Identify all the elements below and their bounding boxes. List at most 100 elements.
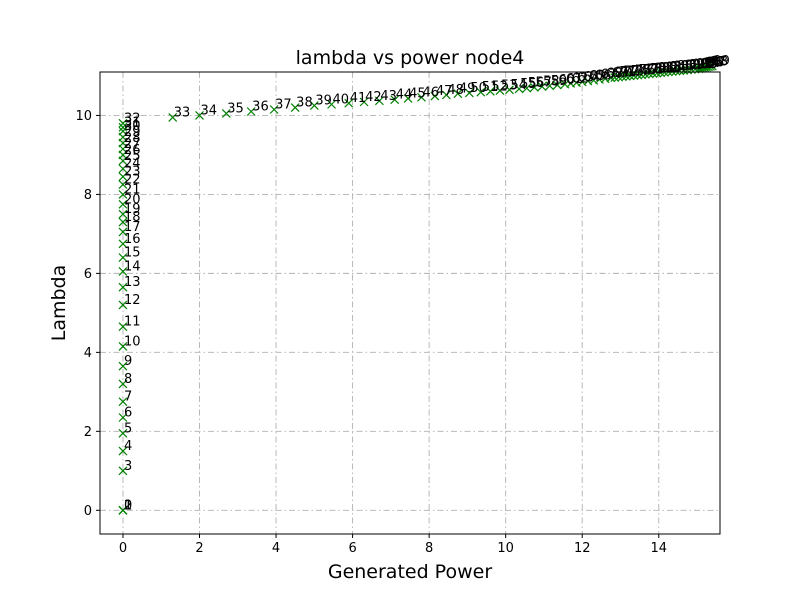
- marker-stroke: [441, 90, 451, 100]
- x-tick-label: 14: [650, 541, 667, 556]
- point-label: 26: [124, 143, 141, 158]
- point-label: 40: [333, 92, 350, 107]
- marker-stroke: [577, 77, 587, 87]
- marker-stroke: [529, 82, 539, 92]
- marker-stroke: [683, 65, 692, 75]
- plot-frame: [99, 71, 721, 535]
- marker-stroke: [595, 75, 604, 84]
- marker-stroke: [118, 413, 128, 422]
- data-point: [118, 253, 128, 263]
- marker-stroke: [505, 85, 514, 95]
- point-label: 95: [706, 56, 723, 71]
- marker-stroke: [118, 118, 128, 128]
- marker-stroke: [610, 73, 620, 82]
- point-label: 48: [447, 83, 464, 98]
- marker-stroke: [118, 122, 128, 132]
- point-label: 50: [470, 81, 487, 96]
- marker-stroke: [118, 172, 128, 182]
- data-point: [118, 282, 128, 292]
- marker-stroke: [118, 209, 128, 219]
- marker-stroke: [495, 86, 505, 95]
- point-label: 33: [174, 105, 191, 120]
- marker-stroke: [118, 300, 128, 310]
- data-point: [118, 239, 128, 249]
- marker-stroke: [195, 111, 204, 120]
- marker-stroke: [706, 62, 715, 71]
- data-point: [118, 413, 128, 422]
- marker-stroke: [545, 81, 555, 91]
- marker-stroke: [269, 105, 279, 114]
- point-label: 54: [511, 78, 528, 93]
- point-label: 76: [639, 63, 656, 78]
- marker-stroke: [485, 86, 495, 96]
- data-point: [374, 96, 384, 106]
- data-point: [359, 97, 369, 107]
- point-label: 19: [124, 202, 141, 217]
- marker-stroke: [118, 428, 128, 438]
- y-tick-label: 2: [84, 425, 92, 440]
- data-point: [430, 91, 440, 101]
- data-point: [453, 89, 463, 99]
- point-label: 64: [583, 70, 600, 85]
- data-point: [327, 99, 336, 109]
- marker-stroke: [614, 72, 624, 82]
- data-point: [485, 86, 495, 96]
- point-label: 55: [520, 77, 537, 92]
- data-point: [309, 101, 319, 110]
- point-label: 41: [350, 91, 367, 106]
- marker-stroke: [118, 164, 128, 174]
- data-point: [644, 69, 654, 79]
- point-label: 94: [704, 56, 721, 71]
- point-label: 53: [501, 79, 518, 94]
- point-label: 51: [482, 80, 499, 95]
- point-label: 2: [124, 498, 132, 513]
- data-point: [118, 126, 128, 136]
- marker-stroke: [644, 69, 654, 79]
- marker-stroke: [514, 84, 524, 94]
- data-point: [195, 111, 204, 120]
- marker-stroke: [675, 66, 685, 76]
- x-tick-label: 8: [425, 541, 433, 556]
- data-point: [610, 73, 620, 82]
- x-tick-label: 6: [348, 541, 356, 556]
- point-label: 27: [124, 137, 141, 152]
- data-point: [656, 68, 666, 78]
- marker-stroke: [707, 61, 717, 71]
- point-label: 34: [201, 103, 218, 118]
- point-label: 4: [124, 439, 132, 454]
- point-label: 28: [124, 131, 141, 146]
- point-label: 56: [528, 76, 545, 91]
- data-point: [269, 105, 279, 114]
- point-label: 25: [124, 149, 141, 164]
- point-label: 59: [551, 74, 568, 89]
- point-label: 32: [124, 111, 141, 126]
- data-point: [118, 227, 128, 237]
- marker-stroke: [374, 96, 384, 106]
- marker-stroke: [118, 253, 128, 263]
- marker-stroke: [617, 72, 627, 82]
- marker-stroke: [290, 103, 300, 112]
- data-point: [118, 300, 128, 310]
- point-label: 13: [124, 275, 141, 290]
- data-point: [118, 118, 128, 128]
- data-point: [706, 62, 715, 71]
- point-label: 12: [124, 293, 141, 308]
- point-label: 18: [124, 210, 141, 225]
- data-point: [118, 322, 128, 332]
- data-point: [476, 87, 486, 97]
- point-label: 96: [708, 55, 725, 70]
- data-point: [118, 172, 128, 182]
- marker-stroke: [560, 79, 570, 89]
- data-point: [168, 112, 178, 122]
- marker-stroke: [566, 79, 576, 88]
- data-point: [344, 98, 354, 108]
- point-label: 17: [124, 220, 141, 235]
- data-point: [118, 446, 128, 456]
- point-label: 98: [711, 54, 728, 69]
- point-label: 52: [491, 79, 508, 94]
- marker-stroke: [118, 342, 128, 351]
- point-label: 93: [702, 56, 719, 71]
- point-label: 42: [365, 90, 382, 105]
- marker-stroke: [648, 69, 658, 79]
